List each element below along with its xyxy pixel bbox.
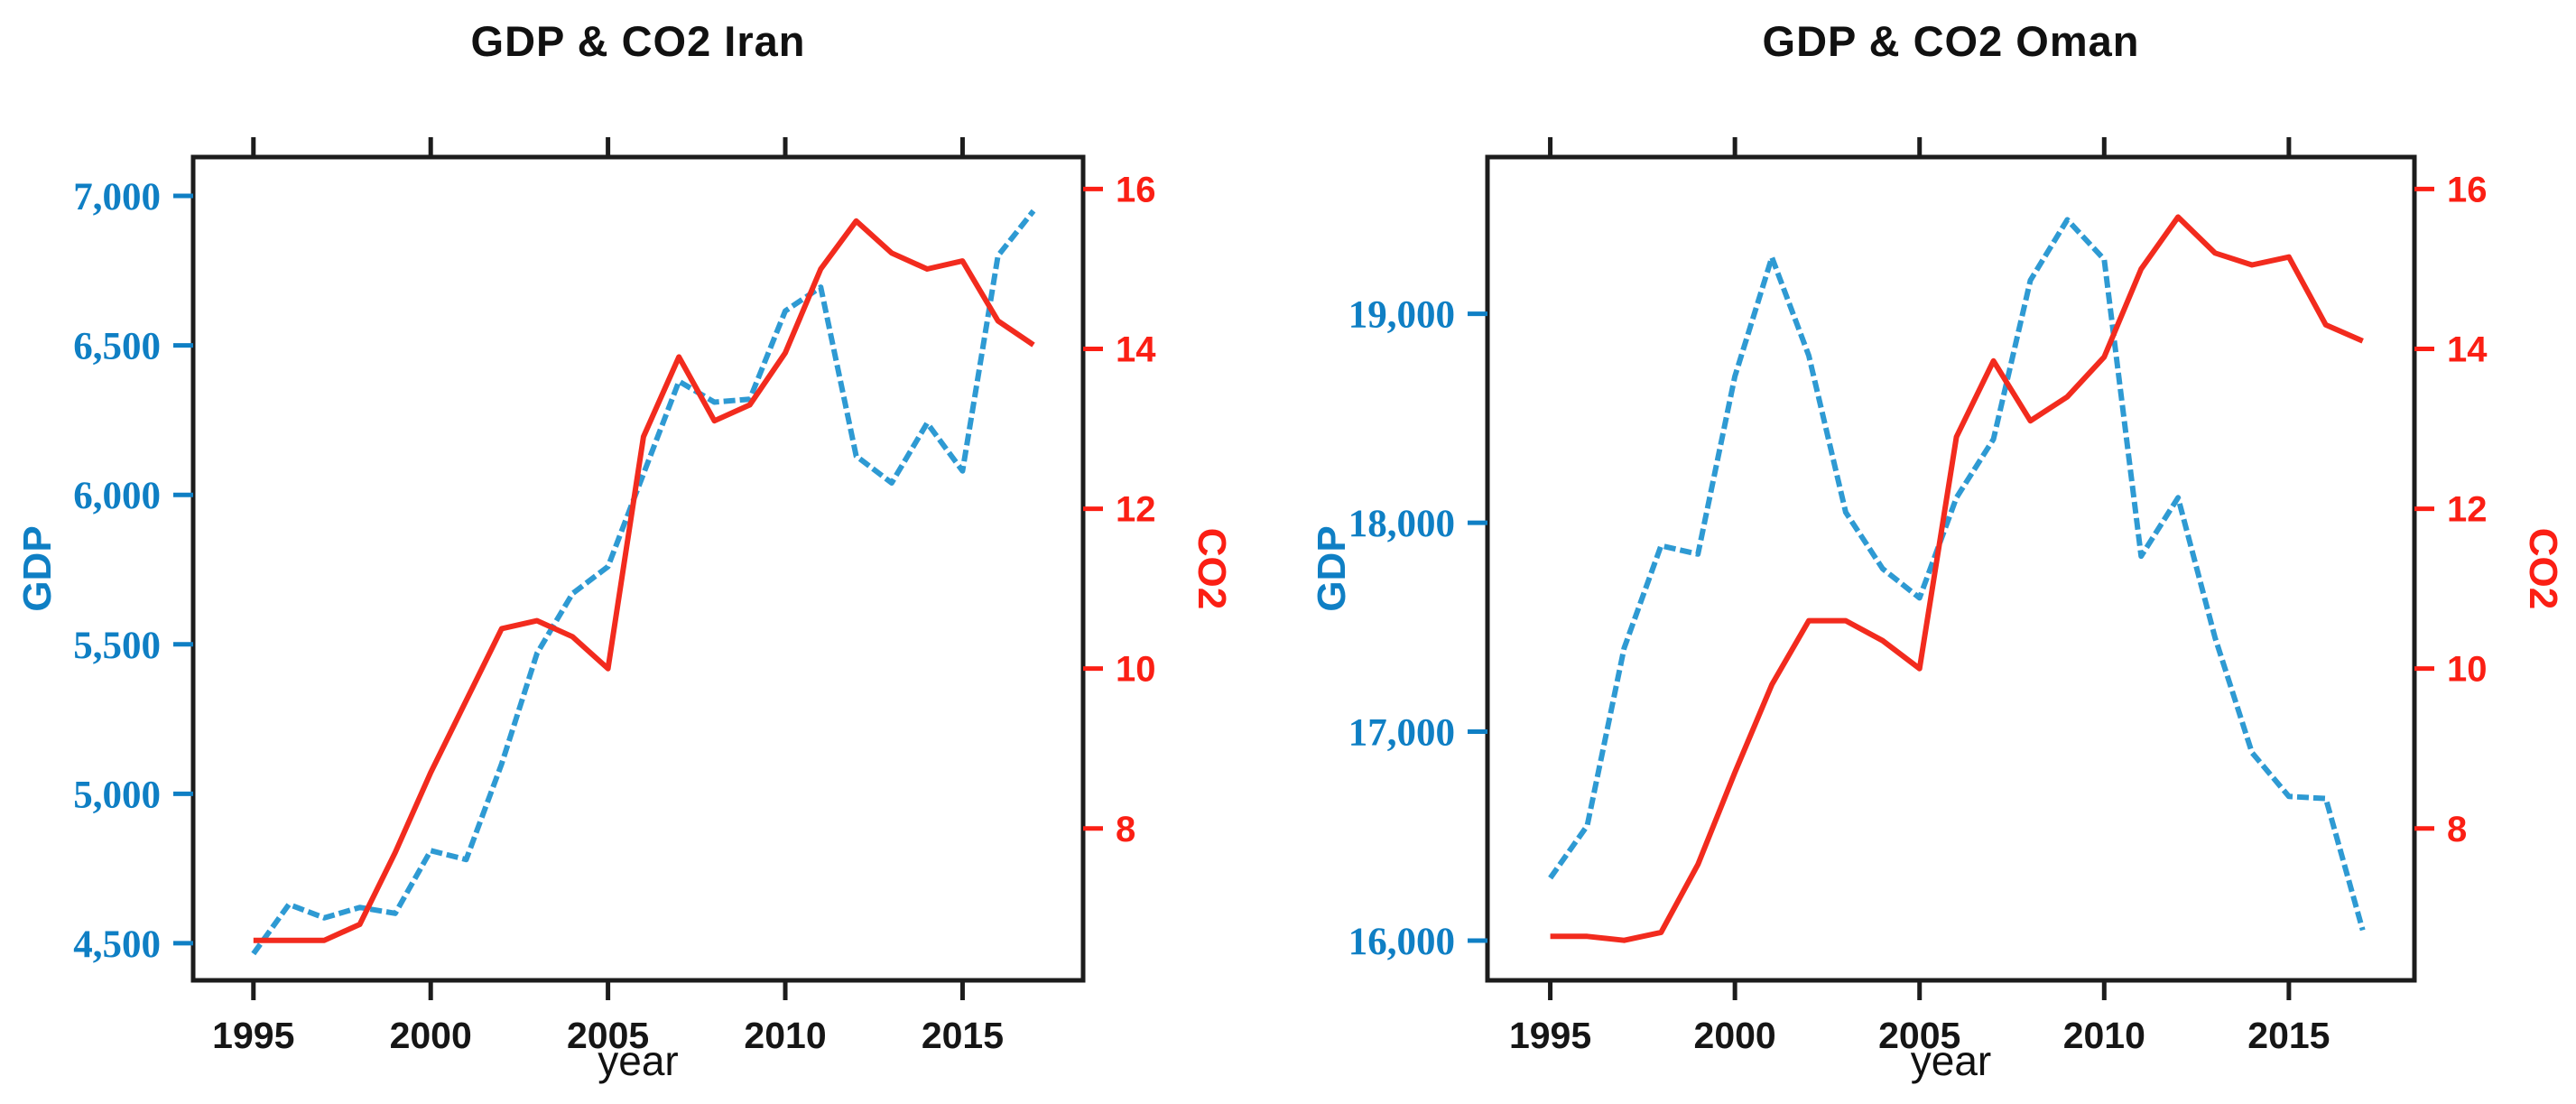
iran-year-axis-label: year xyxy=(598,1037,679,1084)
gdp-tick-label: 5,000 xyxy=(73,774,161,816)
iran-chart-title: GDP & CO2 Iran xyxy=(470,17,806,65)
x-tick-label: 1995 xyxy=(1509,1015,1591,1056)
iran-chart-panel: GDP & CO2 Iran 1995 2000 2005 2010 2015 7,000… xyxy=(15,17,1234,1084)
x-axis: 1995 2000 2005 2010 2015 xyxy=(1509,137,2330,1056)
co2-tick-label: 16 xyxy=(2447,170,2488,209)
right-axis: 16 14 12 10 8 xyxy=(2414,170,2488,849)
co2-tick-label: 12 xyxy=(1116,490,1156,530)
left-axis: 7,000 6,500 6,000 5,500 5,000 4,500 xyxy=(73,176,193,966)
x-tick-label: 2015 xyxy=(922,1015,1004,1056)
x-tick-label: 2000 xyxy=(390,1015,472,1056)
iran-co2-axis-label: CO2 xyxy=(1190,527,1234,610)
oman-year-axis-label: year xyxy=(1910,1037,1992,1084)
x-tick-label: 2005 xyxy=(1878,1015,1960,1056)
oman-co2-axis-label: CO2 xyxy=(2521,527,2565,610)
x-tick-label: 2010 xyxy=(744,1015,826,1056)
co2-line xyxy=(1550,214,2364,943)
oman-chart-canvas: 1995 2000 2005 2010 2015 19,000 18,000 17,000 16… xyxy=(1348,137,2488,1056)
x-tick-label: 2010 xyxy=(2063,1015,2145,1056)
iran-chart-canvas: 1995 2000 2005 2010 2015 7,000 6,500 6,000 5,500… xyxy=(73,137,1156,1056)
gdp-tick-label: 6,500 xyxy=(73,326,161,368)
co2-tick-label: 14 xyxy=(1116,330,1156,370)
co2-tick-label: 8 xyxy=(1116,810,1135,849)
co2-tick-label: 14 xyxy=(2447,330,2488,370)
plot-box xyxy=(1485,154,2417,983)
gdp-tick-label: 19,000 xyxy=(1348,294,1455,337)
oman-chart-panel: GDP & CO2 Oman 1995 2000 2005 2010 2015 19,00… xyxy=(1288,0,2576,1104)
co2-tick-label: 12 xyxy=(2447,490,2488,530)
co2-tick-label: 10 xyxy=(1116,650,1156,690)
co2-line xyxy=(253,218,1035,943)
plot-box xyxy=(190,154,1086,983)
gdp-tick-label: 4,500 xyxy=(73,923,161,966)
x-tick-label: 2000 xyxy=(1694,1015,1776,1056)
left-axis: 19,000 18,000 17,000 16,000 xyxy=(1348,294,1487,963)
gdp-tick-label: 18,000 xyxy=(1348,503,1455,545)
oman-gdp-axis-label: GDP xyxy=(1310,525,1354,612)
co2-tick-label: 10 xyxy=(2447,650,2488,690)
x-tick-label: 1995 xyxy=(212,1015,294,1056)
co2-tick-label: 8 xyxy=(2447,810,2467,849)
co2-tick-label: 16 xyxy=(1116,170,1156,209)
gdp-tick-label: 17,000 xyxy=(1348,712,1455,755)
gdp-tick-label: 7,000 xyxy=(73,176,161,218)
x-tick-label: 2005 xyxy=(567,1015,649,1056)
x-tick-label: 2015 xyxy=(2247,1015,2330,1056)
gdp-line xyxy=(251,209,1036,956)
right-axis: 16 14 12 10 8 xyxy=(1083,170,1156,849)
oman-chart-title: GDP & CO2 Oman xyxy=(1762,17,2140,65)
iran-gdp-axis-label: GDP xyxy=(15,525,60,612)
gdp-tick-label: 16,000 xyxy=(1348,921,1455,963)
x-axis: 1995 2000 2005 2010 2015 xyxy=(212,137,1004,1056)
gdp-tick-label: 5,500 xyxy=(73,625,161,667)
gdp-tick-label: 6,000 xyxy=(73,475,161,517)
gdp-line xyxy=(1548,217,2366,932)
